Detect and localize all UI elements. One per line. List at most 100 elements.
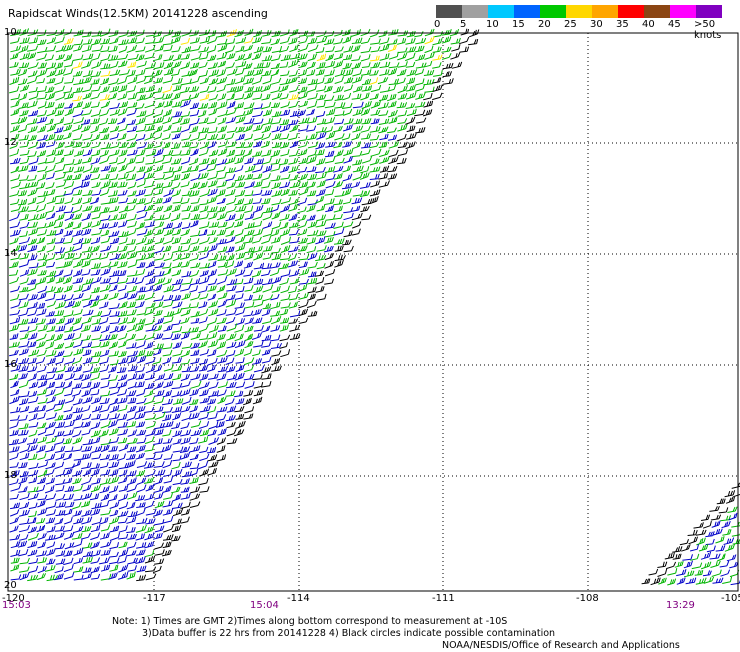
- wind-barb: [199, 364, 209, 372]
- wind-barb: [72, 502, 82, 510]
- wind-barb: [91, 453, 102, 460]
- wind-barb: [298, 254, 310, 261]
- wind-barb: [216, 414, 227, 422]
- wind-barb: [144, 566, 157, 573]
- wind-barb: [288, 150, 299, 157]
- wind-barb: [706, 545, 716, 553]
- wind-barb: [135, 75, 147, 84]
- wind-barb: [442, 71, 452, 78]
- wind-barb: [28, 469, 39, 477]
- wind-barb: [117, 325, 127, 333]
- wind-barb: [306, 31, 316, 37]
- wind-barb: [325, 173, 336, 181]
- wind-barb: [37, 461, 49, 469]
- wind-barb: [180, 451, 191, 460]
- wind-barb: [351, 212, 363, 221]
- wind-barb: [432, 37, 443, 46]
- wind-barb: [135, 188, 146, 197]
- wind-barb: [19, 52, 30, 61]
- wind-barb: [81, 388, 92, 397]
- wind-barb: [414, 109, 426, 117]
- wind-barb: [63, 166, 74, 174]
- wind-barb: [351, 37, 363, 44]
- wind-barb: [135, 134, 146, 141]
- wind-barb: [108, 572, 118, 580]
- wind-barb: [80, 500, 91, 508]
- wind-barb: [81, 373, 92, 382]
- wind-barb: [99, 477, 111, 486]
- wind-barb: [73, 547, 84, 556]
- wind-barb: [316, 245, 327, 252]
- wind-barb: [17, 429, 29, 436]
- wind-barb: [189, 398, 199, 405]
- wind-barb: [126, 527, 136, 534]
- wind-barb: [10, 557, 20, 564]
- wind-barb: [36, 349, 47, 357]
- wind-barb: [252, 317, 263, 324]
- wind-barb: [36, 78, 45, 84]
- wind-barb: [90, 269, 101, 276]
- wind-barb: [62, 380, 73, 390]
- wind-barb: [81, 246, 93, 253]
- wind-barb: [54, 333, 63, 342]
- wind-barb: [351, 150, 363, 158]
- wind-barb: [154, 519, 165, 526]
- wind-barb: [117, 284, 127, 292]
- wind-barb: [109, 564, 119, 572]
- wind-barb: [171, 100, 182, 108]
- wind-barb: [225, 213, 236, 222]
- wind-barb: [145, 508, 157, 516]
- wind-barb: [27, 396, 39, 404]
- legend-label: 45: [668, 19, 681, 30]
- wind-barb: [72, 253, 83, 260]
- wind-barb: [136, 565, 147, 573]
- wind-barb: [80, 532, 91, 540]
- wind-barb: [442, 78, 454, 85]
- wind-barb: [91, 573, 101, 580]
- wind-barb: [82, 420, 91, 428]
- wind-barb: [117, 277, 129, 284]
- wind-barb: [198, 301, 208, 309]
- wind-barb: [163, 68, 174, 76]
- wind-barb: [46, 381, 56, 389]
- wind-barb: [432, 46, 442, 53]
- wind-barb: [55, 197, 65, 205]
- wind-barb: [117, 404, 128, 412]
- wind-barb: [225, 222, 235, 230]
- wind-barb: [19, 84, 30, 92]
- wind-barb: [109, 141, 120, 149]
- wind-barb: [298, 237, 308, 244]
- wind-barb: [82, 309, 94, 316]
- wind-barb: [91, 253, 102, 261]
- wind-barb: [37, 427, 47, 436]
- wind-barb: [262, 245, 273, 252]
- wind-barb: [18, 365, 29, 372]
- wind-barb: [181, 46, 192, 54]
- wind-barb: [37, 453, 47, 461]
- wind-barb: [153, 310, 163, 317]
- wind-barb: [189, 37, 200, 44]
- wind-barb: [676, 569, 687, 577]
- wind-barb: [683, 560, 693, 569]
- wind-barb: [89, 357, 101, 364]
- wind-barb: [369, 141, 380, 149]
- wind-barb: [307, 92, 318, 100]
- wind-barb: [54, 247, 66, 254]
- wind-barb: [73, 517, 84, 525]
- wind-barb: [189, 365, 200, 373]
- wind-barb: [127, 437, 138, 445]
- wind-barb: [27, 197, 37, 205]
- wind-barb: [397, 141, 408, 149]
- wind-barb: [135, 294, 146, 301]
- wind-barb: [90, 141, 101, 149]
- wind-barb: [118, 205, 129, 214]
- wind-barb: [261, 69, 272, 77]
- wind-barb: [207, 157, 217, 166]
- wind-barb: [271, 211, 281, 220]
- wind-barb: [387, 44, 397, 52]
- legend-label: 0: [434, 19, 441, 30]
- wind-barb: [100, 77, 110, 86]
- wind-barb: [99, 517, 109, 525]
- wind-barb: [19, 141, 29, 148]
- wind-barb: [71, 197, 83, 206]
